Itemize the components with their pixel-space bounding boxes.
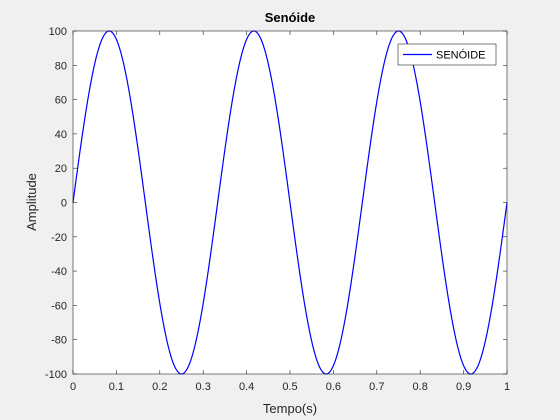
- x-tick-label: 0.8: [413, 381, 428, 393]
- series-line-sinusoid: [72, 30, 508, 375]
- y-tick-label: 0: [61, 198, 67, 210]
- y-tick-label: 100: [49, 26, 67, 38]
- plot-box: [72, 30, 508, 375]
- x-tick-label: 0.3: [196, 381, 211, 393]
- y-axis-label: Amplitude: [24, 173, 39, 231]
- y-tick-label: 80: [55, 60, 67, 72]
- x-axis-label: Tempo(s): [263, 401, 317, 416]
- x-tick-label: 0.6: [326, 381, 341, 393]
- chart-title: Senóide: [265, 10, 316, 25]
- y-tick-label: -20: [51, 232, 67, 244]
- x-tick-label: 0.2: [152, 381, 167, 393]
- y-tick-label: -80: [51, 335, 67, 347]
- x-tick-label: 0.9: [456, 381, 471, 393]
- legend-label: SENÓIDE: [436, 49, 486, 62]
- x-tick-label: 0.1: [109, 381, 124, 393]
- y-tick-label: -60: [51, 300, 67, 312]
- tick-labels: 0 0.1 0.2 0.3 0.4 0.5 0.6 0.7 0.8 0.9 1 100 80 60 40 20…: [45, 26, 510, 393]
- x-tick-label: 0.4: [239, 381, 254, 393]
- x-tick-label: 1: [504, 381, 510, 393]
- x-tick-label: 0.7: [369, 381, 384, 393]
- x-tick-label: 0.5: [282, 381, 297, 393]
- y-tick-label: 60: [55, 95, 67, 107]
- y-tick-label: 20: [55, 163, 67, 175]
- legend: SENÓIDE: [397, 43, 497, 66]
- y-tick-label: -100: [45, 369, 67, 381]
- y-tick-label: 40: [55, 129, 67, 141]
- ticks-group: [72, 30, 508, 375]
- y-tick-label: -40: [51, 266, 67, 278]
- legend-box: [397, 43, 497, 66]
- x-tick-label: 0: [70, 381, 76, 393]
